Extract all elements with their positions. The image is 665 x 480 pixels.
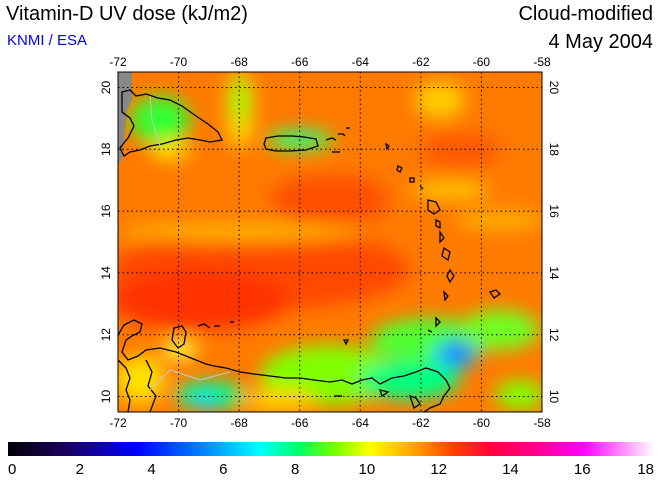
- lon-tick-label: -62: [412, 416, 430, 430]
- colorbar-tick-label: 0: [8, 461, 16, 478]
- colorbar-tick-label: 4: [147, 461, 155, 478]
- lat-tick-label: 18: [547, 143, 561, 157]
- lon-tick-label: -70: [170, 55, 188, 69]
- lat-tick-label: 10: [547, 390, 561, 404]
- map-frame: [117, 71, 543, 413]
- lon-ticks-bottom: -72 -70 -68 -66 -64 -62 -60 -58: [109, 416, 551, 430]
- lon-tick-label: -62: [412, 55, 430, 69]
- colorbar-tick-label: 2: [76, 461, 84, 478]
- lat-tick-label: 16: [547, 204, 561, 218]
- lat-tick-label: 16: [99, 204, 113, 218]
- lon-tick-label: -60: [473, 416, 491, 430]
- lon-tick-label: -58: [533, 416, 551, 430]
- lon-tick-label: -64: [352, 55, 370, 69]
- colorbar: [8, 442, 654, 456]
- lat-tick-label: 12: [547, 328, 561, 342]
- colorbar-ticks: 0 2 4 6 8 10 12 14 16 18: [8, 461, 654, 478]
- lon-ticks-top: -72 -70 -68 -66 -64 -62 -60 -58: [109, 55, 551, 69]
- credit-label: KNMI / ESA: [7, 32, 88, 49]
- lat-ticks-right: 10 12 14 16 18 20: [547, 81, 561, 404]
- lon-tick-label: -72: [109, 55, 127, 69]
- colorbar-tick-label: 12: [430, 461, 447, 478]
- lon-tick-label: -72: [109, 416, 127, 430]
- lat-tick-label: 20: [99, 80, 113, 94]
- lat-ticks-left: 10 12 14 16 18 20: [99, 80, 113, 403]
- lon-tick-label: -68: [230, 416, 248, 430]
- colorbar-tick-label: 14: [502, 461, 519, 478]
- map-title: Vitamin-D UV dose (kJ/m2): [6, 3, 248, 25]
- colorbar-tick-label: 16: [574, 461, 591, 478]
- lat-tick-label: 18: [99, 142, 113, 156]
- lon-tick-label: -68: [230, 55, 248, 69]
- colorbar-tick-label: 8: [291, 461, 299, 478]
- colorbar-tick-label: 10: [359, 461, 376, 478]
- lon-tick-label: -60: [473, 55, 491, 69]
- lat-tick-label: 12: [99, 328, 113, 342]
- lat-tick-label: 14: [99, 266, 113, 280]
- lat-tick-label: 14: [547, 266, 561, 280]
- lon-tick-label: -66: [291, 55, 309, 69]
- colorbar-tick-label: 18: [637, 461, 654, 478]
- uv-dose-field: [118, 72, 542, 412]
- lon-tick-label: -64: [352, 416, 370, 430]
- lon-tick-label: -70: [170, 416, 188, 430]
- lon-tick-label: -58: [533, 55, 551, 69]
- lat-tick-label: 20: [547, 81, 561, 95]
- colorbar-tick-label: 6: [219, 461, 227, 478]
- lon-tick-label: -66: [291, 416, 309, 430]
- coastlines: [118, 89, 502, 412]
- lat-lon-grid: [118, 72, 542, 412]
- lat-tick-label: 10: [99, 390, 113, 404]
- date-label: 4 May 2004: [548, 31, 653, 53]
- product-label: Cloud-modified: [518, 3, 653, 25]
